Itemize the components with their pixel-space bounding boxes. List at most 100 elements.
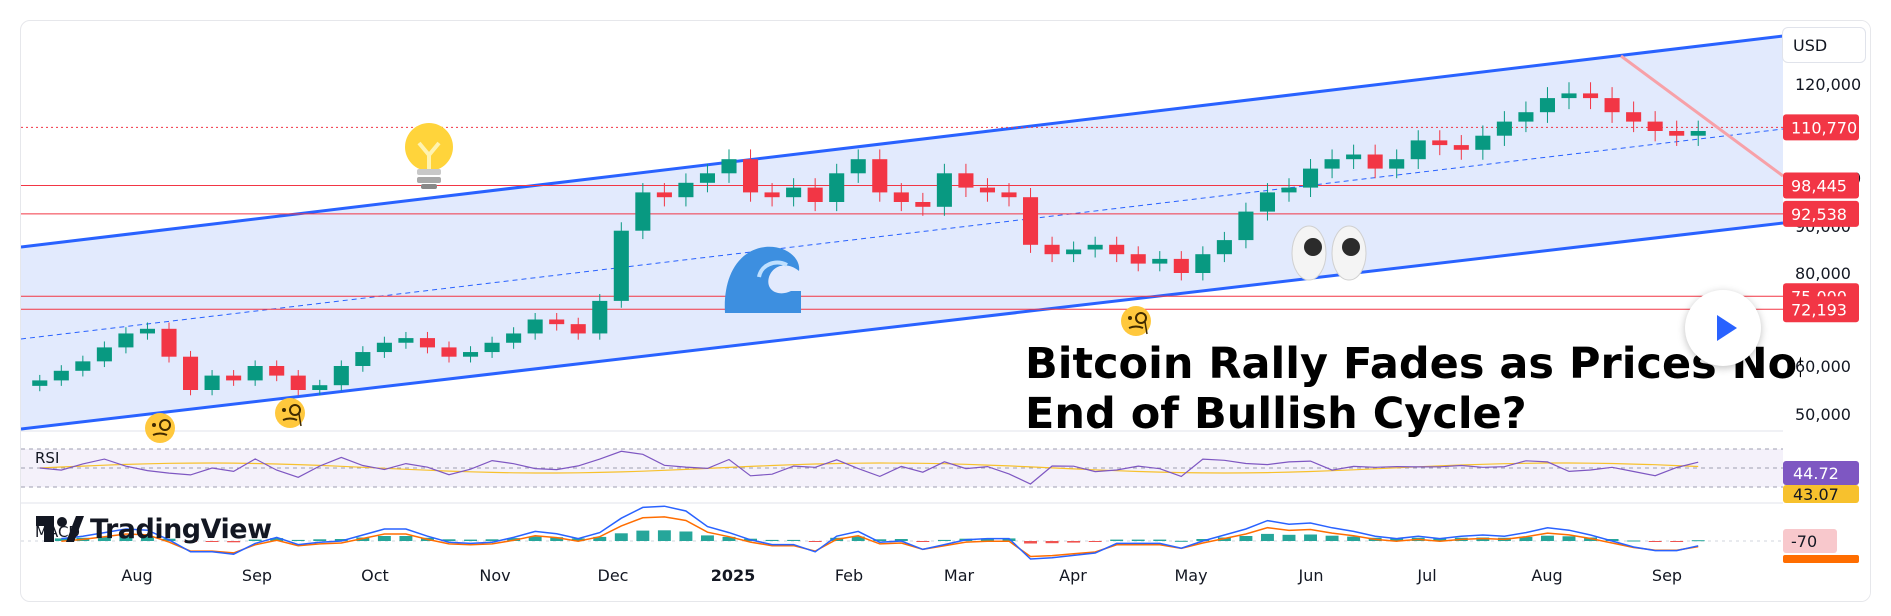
macd-histogram-bar [485,539,499,541]
candle-body [484,342,500,353]
time-axis-tick-label: Aug [121,566,152,585]
macd-histogram-bar [1433,538,1447,541]
time-axis-tick-label: May [1174,566,1207,585]
macd-histogram-bar [851,536,865,541]
macd-histogram-bar [1067,541,1081,543]
candle-body [247,366,263,381]
candle-body [979,187,995,193]
macd-pane [21,505,1783,560]
candle-body [1023,197,1039,245]
price-level-tag-label: 110,770 [1791,118,1857,137]
candle-body [592,300,608,334]
macd-histogram-bar [1605,539,1619,541]
macd-histogram-bar [1304,534,1317,541]
macd-histogram-bar [701,535,714,541]
macd-histogram-bar [873,539,887,541]
candle-body [96,347,112,362]
candle-body [1152,258,1168,264]
candle-body [1346,154,1362,160]
candle-body [764,192,780,198]
macd-histogram-bar [1670,541,1684,542]
time-axis-tick-label: Jun [1298,566,1324,585]
candle-body [269,366,285,376]
macd-signal-tag [1783,555,1859,563]
candle-body [872,159,888,193]
channel-lower-line[interactable] [21,221,1784,431]
macd-histogram-bar [442,539,456,541]
candle-body [786,187,802,198]
macd-histogram-bar [614,533,628,541]
monocle-face-icon [1121,306,1151,336]
channel-upper-line[interactable] [21,34,1784,249]
macd-histogram-bar [593,536,607,541]
macd-histogram-bar [679,531,693,541]
candle-body [1001,192,1017,198]
macd-histogram-bar [1562,536,1576,541]
macd-histogram-bar [981,538,994,541]
macd-histogram-bar [1239,536,1253,541]
macd-histogram-bar [54,538,68,541]
macd-histogram-bar [636,530,650,541]
descending-trendline[interactable] [1620,54,1784,178]
time-axis-tick-label: Sep [242,566,272,585]
time-axis-tick-label: Aug [1531,566,1562,585]
candle-body [829,173,845,202]
rsi-ma-value-tag-background [1783,485,1859,503]
candle-body [290,375,306,390]
eyes-icon [1291,225,1367,281]
channel-fill [21,36,1783,429]
candle-body [139,328,155,334]
macd-histogram-bar [1131,539,1145,541]
macd-histogram-bar [1024,541,1037,544]
macd-value-tag: -70 [1783,529,1837,553]
price-levels [21,126,1783,310]
candle-body [441,347,457,357]
price-axis-tick-label: 80,000 [1795,264,1851,283]
macd-histogram-bar [722,536,736,541]
descending-trendline-segment[interactable] [1620,54,1784,178]
currency-selector[interactable]: USD [1782,27,1866,63]
macd-histogram-bar [1390,538,1404,541]
macd-value-tag-background [1783,529,1837,553]
candle-body [743,159,759,193]
macd-histogram-bar [937,539,951,541]
macd-histogram-bar [464,539,477,541]
rsi-pane [21,448,1783,488]
time-axis[interactable]: Aug Sep Oct Nov Dec 2025 Feb Mar Apr May Jun Jul Aug… [121,566,1682,585]
macd-histogram-bar [550,537,564,541]
macd-histogram-bar [1691,540,1705,542]
candle-body [376,342,392,353]
price-level-tag-background [1783,172,1859,199]
candle-body [1303,168,1319,188]
candle-body [1583,93,1599,99]
price-level-tag: 110,770 [1783,114,1859,141]
tradingview-logo: TradingView [36,512,272,546]
macd-histogram-bar [248,539,262,541]
rsi-line [39,450,1699,485]
candle-body [915,202,931,207]
price-level-tag: 92,538 [1783,200,1859,227]
play-button[interactable] [1685,290,1761,366]
tradingview-logo-icon [36,516,84,542]
rsi-value-tag-background [1783,461,1859,485]
price-axis-tick-label: 120,000 [1795,75,1861,94]
rsi-value-tag: 44.72 [1783,461,1859,485]
candle-body [1109,244,1125,255]
macd-histogram-bar [1519,536,1533,541]
candle-body [613,230,629,301]
candle-body [118,333,134,348]
candle-body [1130,254,1146,264]
candle-body [1410,140,1426,160]
ascending-channel[interactable] [21,34,1784,504]
macd-histogram-bar [1627,540,1641,542]
candle-body [1539,98,1555,113]
candle-body [1604,98,1620,113]
candle-body [75,361,91,371]
candle-body [1647,121,1663,131]
candle-body [1066,249,1082,255]
rsi-ma-value-label: 43.07 [1793,485,1839,504]
macd-histogram-bar [184,541,197,542]
candle-body [506,333,522,343]
